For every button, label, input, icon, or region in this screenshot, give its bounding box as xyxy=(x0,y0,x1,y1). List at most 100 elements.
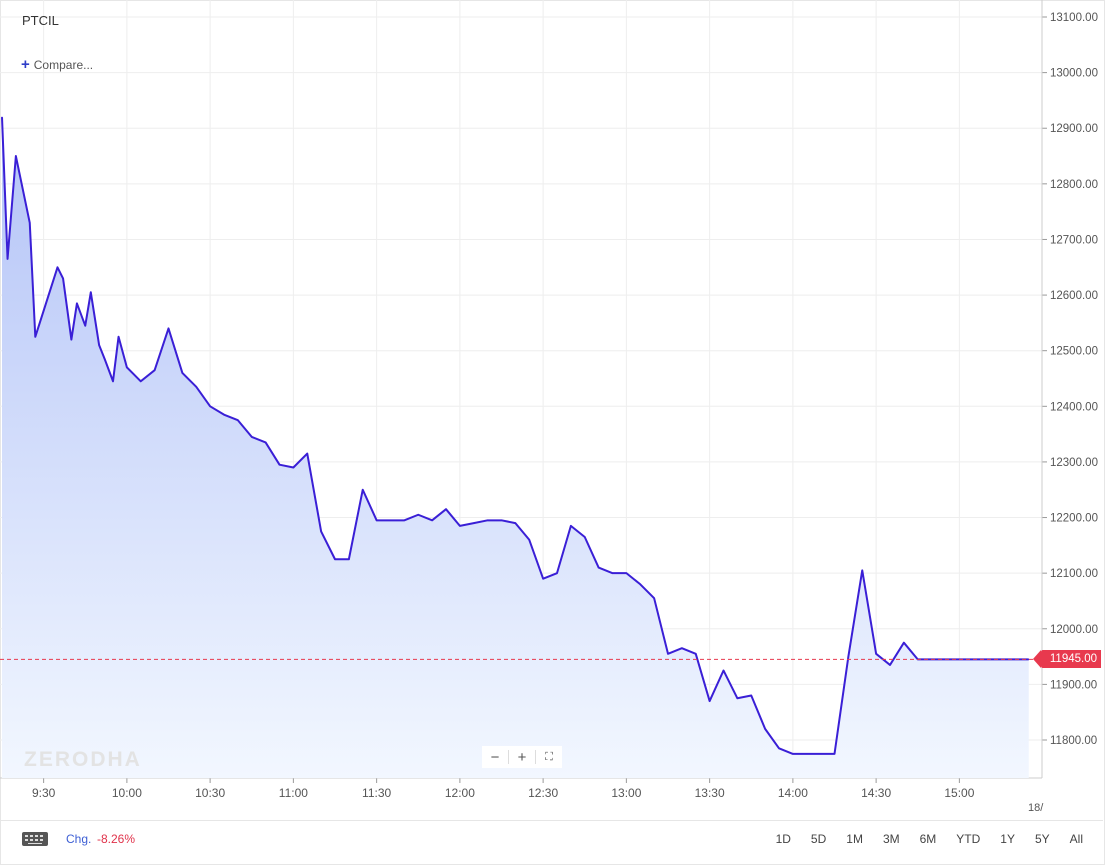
change-label: Chg. xyxy=(66,832,92,846)
compare-label: Compare... xyxy=(33,58,94,72)
chart-footer: Chg. -8.26% 1D 5D 1M 3M 6M YTD 1Y 5Y All xyxy=(0,820,1103,861)
series-point xyxy=(750,695,752,697)
series-point xyxy=(709,700,711,702)
series-point xyxy=(76,302,78,304)
x-tick-label: 15:00 xyxy=(944,786,974,800)
series-point xyxy=(209,405,211,407)
y-tick-label: 12100.00 xyxy=(1050,568,1098,580)
x-tick-label: 10:00 xyxy=(112,786,142,800)
series-point xyxy=(834,753,835,755)
series-point xyxy=(34,336,36,338)
series-point xyxy=(861,569,863,571)
series-point xyxy=(237,419,239,421)
series-point xyxy=(84,325,86,327)
series-point xyxy=(778,747,780,749)
x-tick-label: 13:00 xyxy=(611,786,641,800)
y-tick-label: 11800.00 xyxy=(1050,735,1097,747)
y-tick-label: 12700.00 xyxy=(1050,234,1098,246)
series-point xyxy=(223,414,225,416)
range-ytd[interactable]: YTD xyxy=(956,832,981,846)
x-tick-label: 11:00 xyxy=(279,786,308,800)
series-point xyxy=(279,464,280,466)
series-point xyxy=(847,656,849,658)
range-all[interactable]: All xyxy=(1069,832,1083,846)
series-point xyxy=(792,753,794,755)
series-point xyxy=(514,522,516,524)
series-point xyxy=(362,489,364,491)
series-point xyxy=(501,519,502,521)
change-value: -8.26% xyxy=(97,832,136,846)
y-tick-label: 12400.00 xyxy=(1050,401,1098,413)
range-6m[interactable]: 6M xyxy=(919,832,937,846)
series-point xyxy=(306,453,308,455)
series-point xyxy=(195,386,197,388)
series-area xyxy=(2,117,1029,779)
series-point xyxy=(292,466,294,468)
series-point xyxy=(598,567,600,569)
plus-icon: + xyxy=(21,56,30,73)
x-tick-label: 9:30 xyxy=(32,786,56,800)
series-point xyxy=(251,436,253,438)
y-tick-label: 12200.00 xyxy=(1050,513,1098,525)
series-point xyxy=(417,514,419,516)
series-point xyxy=(112,380,114,382)
series-point xyxy=(390,519,391,521)
series-point xyxy=(348,558,350,560)
watermark-logo: ZERODHA xyxy=(24,748,142,771)
y-tick-label: 12600.00 xyxy=(1050,290,1098,302)
series-point xyxy=(556,572,558,574)
series-point xyxy=(584,536,586,538)
series-point xyxy=(667,653,669,655)
series-point xyxy=(612,572,613,574)
series-point xyxy=(487,519,489,521)
y-tick-label: 13000.00 xyxy=(1050,68,1098,80)
series-point xyxy=(334,558,336,560)
y-tick-label: 12800.00 xyxy=(1050,179,1098,191)
compare-button[interactable]: + Compare... xyxy=(21,56,93,73)
zoom-in-icon[interactable]: + xyxy=(517,748,527,766)
range-1m[interactable]: 1M xyxy=(846,832,863,846)
series-point xyxy=(653,597,655,599)
x-tick-label: 12:00 xyxy=(445,786,475,800)
series-point xyxy=(445,508,447,510)
zoom-out-icon[interactable]: − xyxy=(490,748,500,766)
keyboard-icon[interactable] xyxy=(22,832,48,846)
x-tick-label: 14:00 xyxy=(778,786,808,800)
series-point xyxy=(806,753,808,755)
series-point xyxy=(104,358,106,360)
series-point xyxy=(15,155,17,157)
series-point xyxy=(140,380,142,382)
series-point xyxy=(154,369,156,371)
series-point xyxy=(7,258,9,260)
series-point xyxy=(625,572,627,574)
series-point xyxy=(376,519,378,521)
series-point xyxy=(723,669,724,671)
series-point xyxy=(62,277,64,279)
x-tick-label: 13:30 xyxy=(695,786,725,800)
series-point xyxy=(70,339,72,341)
x-tick-label: 14:30 xyxy=(861,786,891,800)
y-tick-label: 13100.00 xyxy=(1050,12,1098,24)
range-5y[interactable]: 5Y xyxy=(1034,832,1050,846)
current-price-tag: 11945.00 xyxy=(1033,650,1101,669)
range-1d[interactable]: 1D xyxy=(775,832,791,846)
series-point xyxy=(681,647,683,649)
range-3m[interactable]: 3M xyxy=(882,832,900,846)
series-point xyxy=(542,578,544,580)
range-1y[interactable]: 1Y xyxy=(1000,832,1015,846)
fullscreen-icon[interactable]: ⛶ xyxy=(545,750,553,763)
x-tick-label: 12:30 xyxy=(528,786,558,800)
series-point xyxy=(431,519,433,521)
series-point xyxy=(459,525,461,527)
series-point xyxy=(1,116,3,118)
series-point xyxy=(695,653,697,655)
series-point xyxy=(875,653,877,655)
series-point xyxy=(736,697,738,699)
series-point xyxy=(57,266,58,268)
range-5d[interactable]: 5D xyxy=(810,832,827,846)
zoom-controls: − + ⛶ xyxy=(482,746,562,768)
series-point xyxy=(90,291,92,293)
x-cut-label: 18/ xyxy=(1028,802,1044,814)
series-point xyxy=(320,530,322,532)
